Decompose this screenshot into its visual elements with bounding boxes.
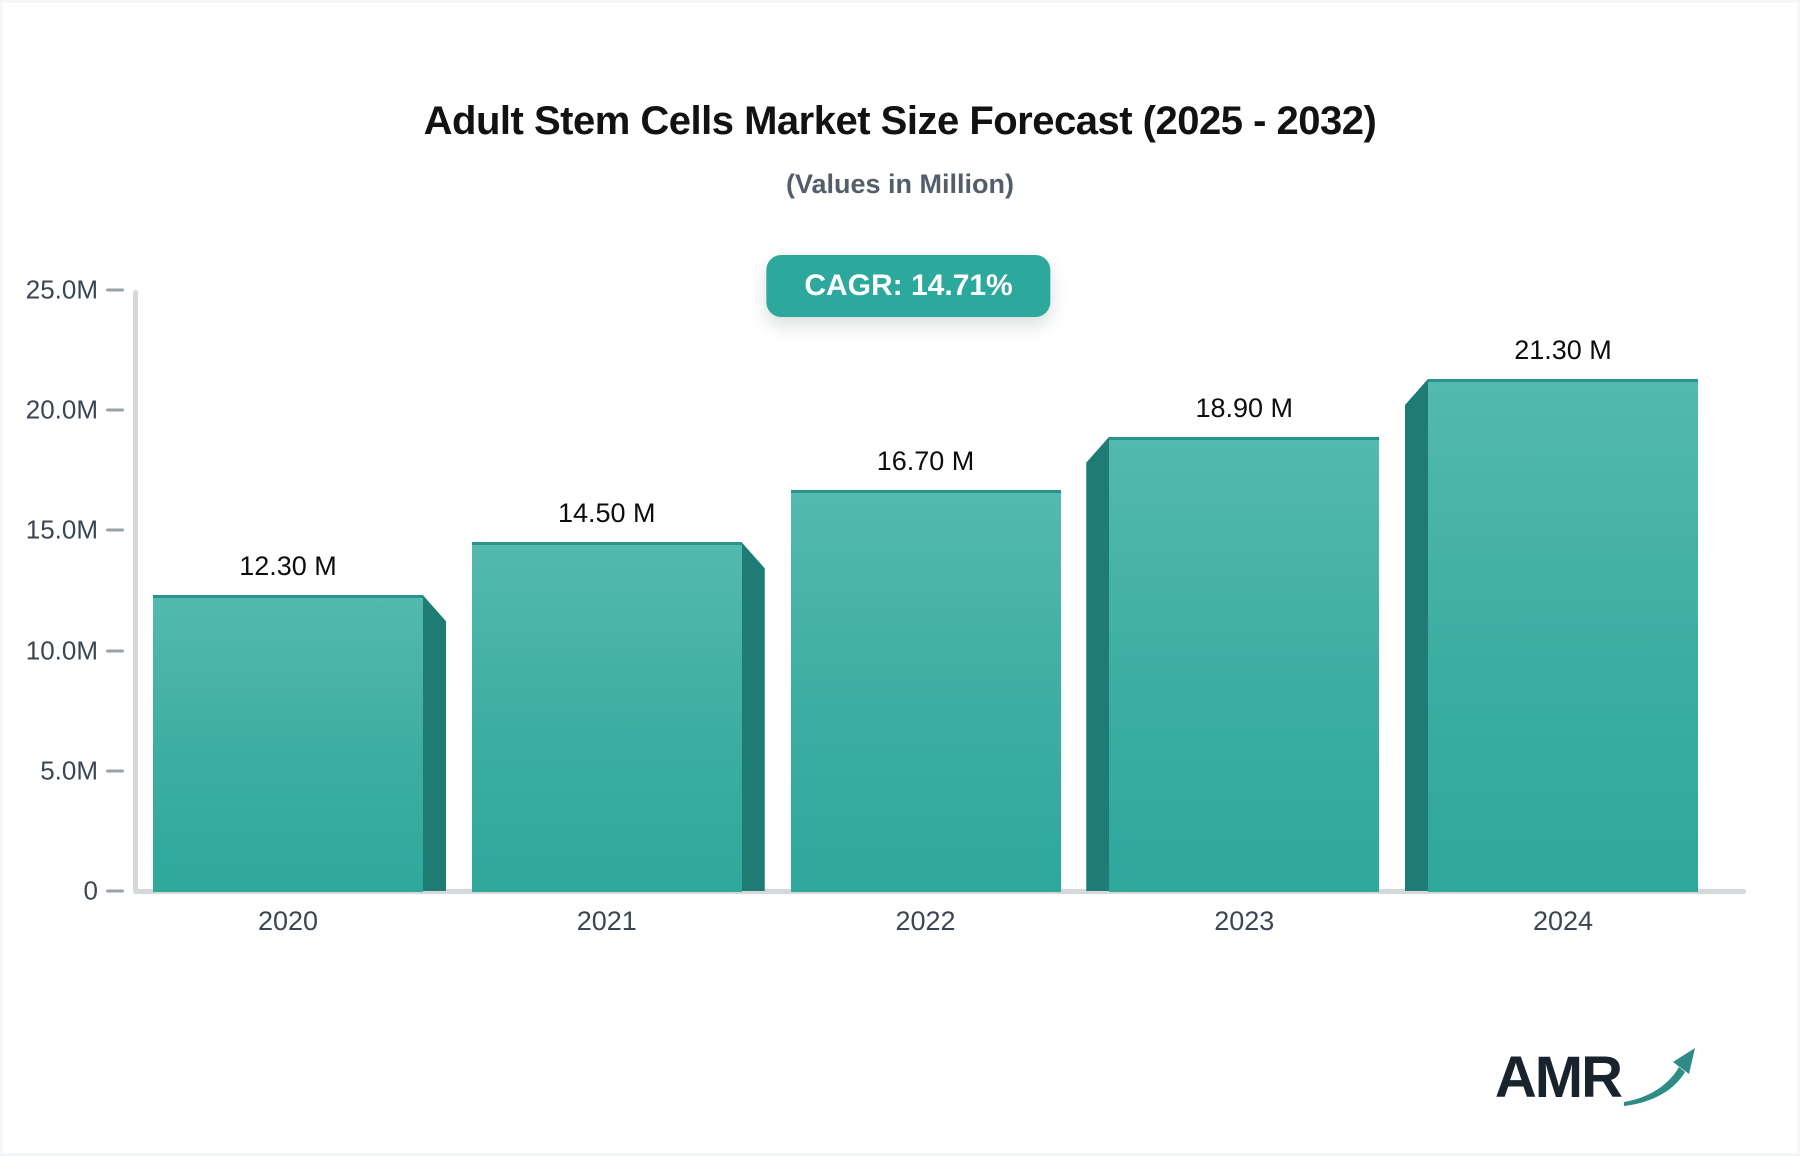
y-axis-tick-mark bbox=[106, 288, 124, 292]
bar-value-label-2024: 21.30 M bbox=[1514, 334, 1612, 365]
y-axis-tick-label: 20.0M bbox=[25, 394, 98, 425]
x-axis-tick-label-2024: 2024 bbox=[1532, 906, 1594, 936]
y-axis-tick-label: 15.0M bbox=[25, 514, 98, 545]
bar-2021 bbox=[471, 542, 742, 892]
bar-2020 bbox=[153, 595, 423, 892]
x-axis-tick-label-2023: 2023 bbox=[1214, 906, 1275, 936]
y-axis-line bbox=[133, 290, 138, 891]
bar-3d-side-2021 bbox=[741, 542, 765, 891]
bar-3d-side-2024 bbox=[1405, 378, 1428, 891]
bar-value-label-2023: 18.90 M bbox=[1195, 392, 1294, 423]
brand-logo: AMR bbox=[1495, 1045, 1697, 1111]
bar-2023 bbox=[1109, 436, 1380, 892]
chart-subtitle: (Values in Million) bbox=[785, 169, 1015, 199]
y-axis-tick-label: 0 bbox=[83, 875, 98, 906]
bar-3d-side-2020 bbox=[423, 595, 446, 891]
bar-value-label-2020: 12.30 M bbox=[239, 551, 337, 582]
trend-up-arrow-icon bbox=[1624, 1048, 1695, 1106]
logo-text: AMR bbox=[1494, 1045, 1623, 1110]
x-axis-tick-label-2021: 2021 bbox=[576, 906, 637, 936]
cagr-badge: CAGR: 14.71% bbox=[766, 255, 1051, 317]
bar-value-label-2021: 14.50 M bbox=[557, 498, 656, 529]
y-axis-tick-label: 10.0M bbox=[25, 635, 98, 666]
y-axis-tick-mark bbox=[106, 649, 124, 653]
y-axis-tick-mark bbox=[106, 769, 124, 773]
y-axis-tick-mark bbox=[106, 889, 124, 893]
bar-2024 bbox=[1428, 378, 1698, 892]
x-axis-tick-label-2020: 2020 bbox=[257, 906, 319, 936]
bar-3d-side-2023 bbox=[1086, 436, 1110, 891]
y-axis-tick-mark bbox=[106, 528, 124, 532]
y-axis-tick-label: 25.0M bbox=[25, 274, 98, 305]
x-axis-tick-label-2022: 2022 bbox=[895, 906, 956, 936]
page-title: Adult Stem Cells Market Size Forecast (2… bbox=[423, 99, 1377, 143]
bar-value-label-2022: 16.70 M bbox=[876, 445, 975, 476]
y-axis-tick-mark bbox=[106, 408, 124, 412]
bar-2022 bbox=[790, 489, 1061, 892]
y-axis-tick-label: 5.0M bbox=[40, 755, 98, 786]
